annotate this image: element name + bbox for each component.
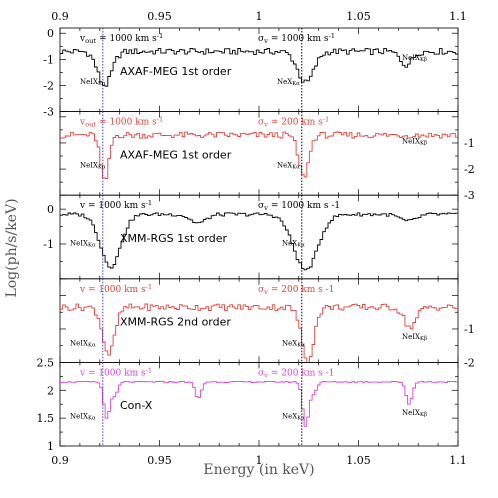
line-label: NeXKα bbox=[282, 412, 305, 421]
panel-label: XMM-RGS 1st order bbox=[120, 232, 227, 245]
line-label: NeXKα bbox=[277, 78, 300, 87]
panel-1: 0 -1 -2 -3 AXAF-MEG 1st order vout = 1000 km … bbox=[43, 27, 459, 119]
velocity-annotation: v = 1000 km s-1 bbox=[79, 283, 152, 295]
line-label: NeIXKβ bbox=[402, 54, 427, 63]
x-tick-label-top: 0.95 bbox=[147, 10, 172, 23]
line-label: NeIXKβ bbox=[402, 137, 427, 146]
line-label: NeIXKα bbox=[80, 78, 106, 87]
spectrum-series bbox=[60, 47, 458, 87]
line-label: NeIXKβ bbox=[402, 409, 427, 418]
x-tick-label-bottom: 0.95 bbox=[147, 454, 172, 467]
line-label: NeIXKα bbox=[70, 239, 96, 248]
bottom-x-tick-labels: 0.9 0.95 1 1.05 1.1 bbox=[51, 454, 467, 467]
spectrum-series bbox=[60, 380, 458, 427]
y-tick-label: 1.5 bbox=[37, 412, 55, 425]
y-tick-label: -3 bbox=[464, 189, 475, 202]
line-label: NeIXKα bbox=[70, 412, 96, 421]
y-tick-label: -1 bbox=[464, 323, 475, 336]
line-label: NeXKα bbox=[277, 162, 300, 171]
top-x-tick-labels: 0.9 0.95 1 1.05 1.1 bbox=[51, 10, 467, 23]
x-tick-label-top: 1.1 bbox=[449, 10, 467, 23]
sigma-annotation: σv = 200 km s -1 bbox=[258, 368, 334, 379]
velocity-annotation: vout = 1000 km s-1 bbox=[79, 116, 163, 129]
panel-3: 0 -1 XMM-RGS 1st order v = 1000 km s-1 σv = … bbox=[43, 194, 459, 280]
y-tick-label: -1 bbox=[43, 53, 54, 66]
x-tick-label-bottom: 1.1 bbox=[449, 454, 467, 467]
velocity-annotation: v = 1000 km s-1 bbox=[79, 367, 152, 379]
sigma-annotation: σv = 1000 km s -1 bbox=[258, 201, 340, 212]
spectrum-series bbox=[60, 303, 458, 363]
x-tick-label-top: 1.05 bbox=[346, 10, 371, 23]
sigma-annotation: σv = 200 km s -1 bbox=[258, 285, 334, 296]
x-tick-label-bottom: 1.05 bbox=[346, 454, 371, 467]
sigma-annotation: σv = 200 km s-1 bbox=[258, 116, 329, 129]
y-tick-label: -2 bbox=[464, 163, 475, 176]
y-tick-label: -2 bbox=[464, 356, 475, 369]
x-tick-label-bottom: 0.9 bbox=[51, 454, 69, 467]
panel-label: AXAF-MEG 1st order bbox=[120, 65, 232, 78]
velocity-annotation: v = 1000 km s-1 bbox=[79, 199, 152, 211]
y-tick-label: 0 bbox=[47, 27, 54, 40]
panel-4: -1 -2 XMM-RGS 2nd order v = 1000 km s-1 σv =… bbox=[59, 278, 475, 369]
panel-5: 2.5 2 1.5 1 Con-X v = 1000 km s-1 σv = 200 km … bbox=[37, 356, 459, 453]
x-axis-title: Energy (in keV) bbox=[203, 462, 314, 478]
sigma-annotation: σv = 1000 km s-1 bbox=[258, 32, 335, 45]
line-label: NeIXKα bbox=[80, 162, 106, 171]
y-tick-label: -1 bbox=[464, 137, 475, 150]
y-tick-label: 2.5 bbox=[37, 356, 55, 369]
panel-label: XMM-RGS 2nd order bbox=[120, 316, 231, 329]
y-tick-label: -3 bbox=[43, 106, 54, 119]
line-label: NeXKα bbox=[282, 239, 305, 248]
y-tick-label: 1 bbox=[47, 440, 54, 453]
panel-2: -1 -2 -3 AXAF-MEG 1st order vout = 1000 km s… bbox=[59, 111, 475, 202]
line-label: NeXKα bbox=[282, 340, 305, 349]
panels-group: 0 -1 -2 -3 AXAF-MEG 1st order vout = 1000 km … bbox=[37, 27, 475, 453]
x-tick-label-top: 0.9 bbox=[51, 10, 69, 23]
line-label: NeIXKα bbox=[70, 340, 96, 349]
spectrum-series bbox=[60, 212, 458, 271]
y-tick-label: 0 bbox=[47, 203, 54, 216]
panel-label: Con-X bbox=[120, 399, 153, 412]
x-tick-label-top: 1 bbox=[256, 10, 263, 23]
y-axis-title: Log(ph/s/keV) bbox=[4, 198, 20, 297]
x-tick-label-bottom: 1 bbox=[256, 454, 263, 467]
velocity-annotation: vout = 1000 km s-1 bbox=[79, 32, 163, 45]
line-label: NeIXKβ bbox=[402, 333, 427, 342]
y-tick-label: -1 bbox=[43, 238, 54, 251]
y-tick-label: -2 bbox=[43, 79, 54, 92]
y-tick-label: 2 bbox=[47, 384, 54, 397]
spectrum-series bbox=[60, 131, 458, 179]
panel-label: AXAF-MEG 1st order bbox=[120, 148, 232, 161]
